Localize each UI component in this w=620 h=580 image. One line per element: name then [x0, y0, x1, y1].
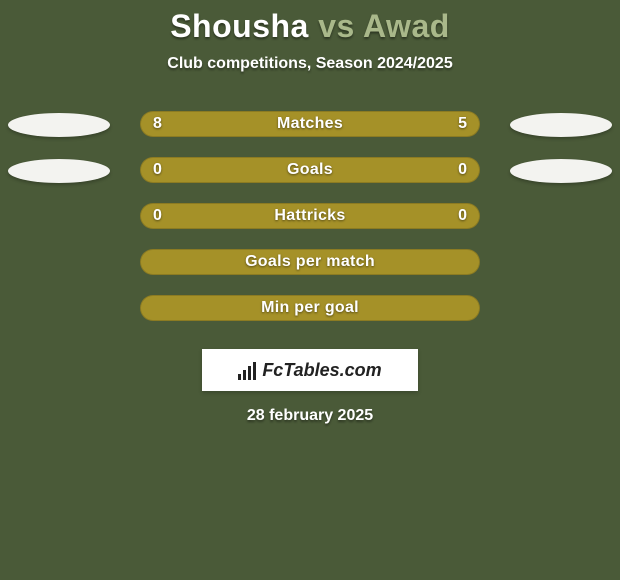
stat-bar: 0 Goals 0	[140, 157, 480, 183]
vs-text: vs	[318, 8, 355, 44]
stat-row-goals-per-match: Goals per match	[0, 239, 620, 285]
stat-label: Hattricks	[274, 207, 345, 225]
stat-value-right: 0	[458, 161, 467, 179]
stat-row-matches: 8 Matches 5	[0, 101, 620, 147]
stat-bar: Goals per match	[140, 249, 480, 275]
player1-badge	[8, 113, 110, 137]
stat-label: Min per goal	[261, 299, 359, 317]
stat-label: Goals	[287, 161, 333, 179]
stat-value-left: 0	[153, 161, 162, 179]
stat-label: Matches	[277, 115, 343, 133]
bar-chart-icon	[238, 360, 256, 380]
watermark: FcTables.com	[202, 349, 418, 391]
stat-row-min-per-goal: Min per goal	[0, 285, 620, 331]
player2-badge	[510, 113, 612, 137]
player2-name: Awad	[363, 8, 450, 44]
stat-value-left: 0	[153, 207, 162, 225]
stat-bar: Min per goal	[140, 295, 480, 321]
stat-rows: 8 Matches 5 0 Goals 0 0 Hattricks 0 Goal…	[0, 101, 620, 331]
watermark-text: FcTables.com	[262, 360, 381, 381]
page-title: Shousha vs Awad	[0, 0, 620, 45]
player1-name: Shousha	[170, 8, 309, 44]
stat-label: Goals per match	[245, 253, 375, 271]
stat-row-hattricks: 0 Hattricks 0	[0, 193, 620, 239]
stat-value-right: 5	[458, 115, 467, 133]
subtitle: Club competitions, Season 2024/2025	[0, 55, 620, 73]
player2-badge	[510, 159, 612, 183]
stat-bar: 0 Hattricks 0	[140, 203, 480, 229]
stat-row-goals: 0 Goals 0	[0, 147, 620, 193]
stat-bar: 8 Matches 5	[140, 111, 480, 137]
player1-badge	[8, 159, 110, 183]
date-text: 28 february 2025	[0, 407, 620, 425]
stat-value-left: 8	[153, 115, 162, 133]
stat-value-right: 0	[458, 207, 467, 225]
